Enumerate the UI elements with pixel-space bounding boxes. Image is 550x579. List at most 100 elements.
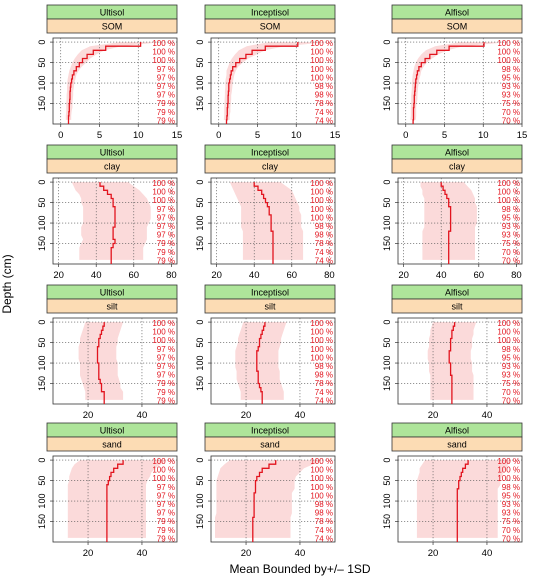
percent-label: 79 %	[157, 248, 175, 257]
mean-line-ultisol	[99, 182, 116, 264]
percent-label: 97 %	[157, 500, 175, 509]
y-tick-label: 100	[382, 356, 392, 371]
strip-soil-label: Inceptisol	[251, 288, 289, 298]
y-tick-label: 100	[382, 494, 392, 509]
percent-label: 79 %	[157, 239, 175, 248]
strip-variable	[391, 298, 523, 314]
percent-label: 97 %	[157, 483, 175, 492]
strip-variable	[391, 158, 523, 174]
percent-label: 79 %	[157, 388, 175, 397]
y-tick-label: 0	[37, 320, 47, 325]
percent-label: 98 %	[315, 222, 333, 231]
percent-label: 98 %	[315, 91, 333, 100]
percent-label: 97 %	[157, 73, 175, 82]
percent-label: 79 %	[157, 526, 175, 535]
percent-label: 74 %	[315, 248, 333, 257]
strip-soil-label: Inceptisol	[251, 148, 289, 158]
percent-label: 74 %	[315, 526, 333, 535]
y-tick-label: 0	[195, 40, 205, 45]
strip-variable	[204, 158, 336, 174]
percent-label: 100 %	[310, 474, 333, 483]
percent-label: 100 %	[152, 336, 175, 345]
x-tick-label: 60	[286, 270, 297, 281]
percent-label: 93 %	[502, 500, 520, 509]
percent-label: 100 %	[310, 491, 333, 500]
percent-label: 97 %	[157, 509, 175, 518]
percent-label: 98 %	[315, 231, 333, 240]
mean-line-inceptisol	[252, 460, 277, 542]
percent-label: 70 %	[502, 256, 520, 265]
percent-label: 75 %	[502, 239, 520, 248]
percent-label: 97 %	[157, 65, 175, 74]
percent-label: 98 %	[502, 65, 520, 74]
y-tick-label: 50	[37, 476, 47, 486]
sd-band	[229, 182, 304, 260]
percent-label: 93 %	[502, 91, 520, 100]
percent-label: 95 %	[502, 213, 520, 222]
percent-label: 100 %	[497, 336, 520, 345]
mean-line-alfisol	[456, 460, 469, 542]
y-tick-label: 50	[382, 58, 392, 68]
percent-label: 97 %	[157, 371, 175, 380]
strip-variable-label: silt	[452, 302, 463, 312]
x-tick-label: 5	[255, 130, 260, 141]
strip-soil-label: Alfisol	[445, 288, 469, 298]
percent-label: 100 %	[497, 457, 520, 466]
percent-label: 97 %	[157, 91, 175, 100]
percent-label: 100 %	[497, 328, 520, 337]
percent-label: 70 %	[502, 396, 520, 405]
percent-label: 100 %	[310, 48, 333, 57]
percent-label: 95 %	[502, 73, 520, 82]
percent-label: 100 %	[310, 353, 333, 362]
x-tick-label: 40	[137, 410, 148, 421]
percent-label: 100 %	[152, 474, 175, 483]
y-tick-label: 50	[195, 58, 205, 68]
percent-label: 100 %	[152, 319, 175, 328]
strip-variable	[46, 298, 178, 314]
x-axis-label: Mean Bounded by+/– 1SD	[229, 562, 370, 576]
percent-label: 75 %	[502, 99, 520, 108]
x-tick-label: 40	[295, 410, 306, 421]
percent-label: 100 %	[310, 483, 333, 492]
percent-label: 100 %	[152, 457, 175, 466]
percent-label: 74 %	[315, 388, 333, 397]
y-tick-label: 0	[382, 40, 392, 45]
percent-label: 100 %	[497, 188, 520, 197]
sd-band	[235, 322, 287, 400]
strip-soil-label: Alfisol	[445, 148, 469, 158]
percent-label: 100 %	[310, 213, 333, 222]
percent-label: 95 %	[502, 353, 520, 362]
strip-variable	[46, 436, 178, 452]
y-tick-label: 100	[37, 356, 47, 371]
strip-variable-label: clay	[262, 162, 279, 172]
x-tick-label: 80	[511, 270, 522, 281]
percent-label: 100 %	[152, 56, 175, 65]
x-tick-label: 20	[428, 548, 439, 559]
x-tick-label: 10	[291, 130, 302, 141]
percent-label: 100 %	[310, 179, 333, 188]
y-tick-label: 50	[37, 338, 47, 348]
x-tick-label: 40	[436, 270, 447, 281]
strip-variable	[46, 18, 178, 34]
percent-label: 97 %	[157, 353, 175, 362]
strip-variable	[204, 18, 336, 34]
percent-label: 74 %	[315, 116, 333, 125]
percent-label: 98 %	[502, 483, 520, 492]
x-tick-label: 80	[166, 270, 177, 281]
strip-variable-label: sand	[102, 440, 122, 450]
y-tick-label: 50	[195, 338, 205, 348]
strip-variable-label: SOM	[260, 22, 281, 32]
x-tick-label: 20	[241, 410, 252, 421]
percent-label: 74 %	[315, 396, 333, 405]
percent-label: 100 %	[310, 39, 333, 48]
y-tick-label: 0	[37, 40, 47, 45]
